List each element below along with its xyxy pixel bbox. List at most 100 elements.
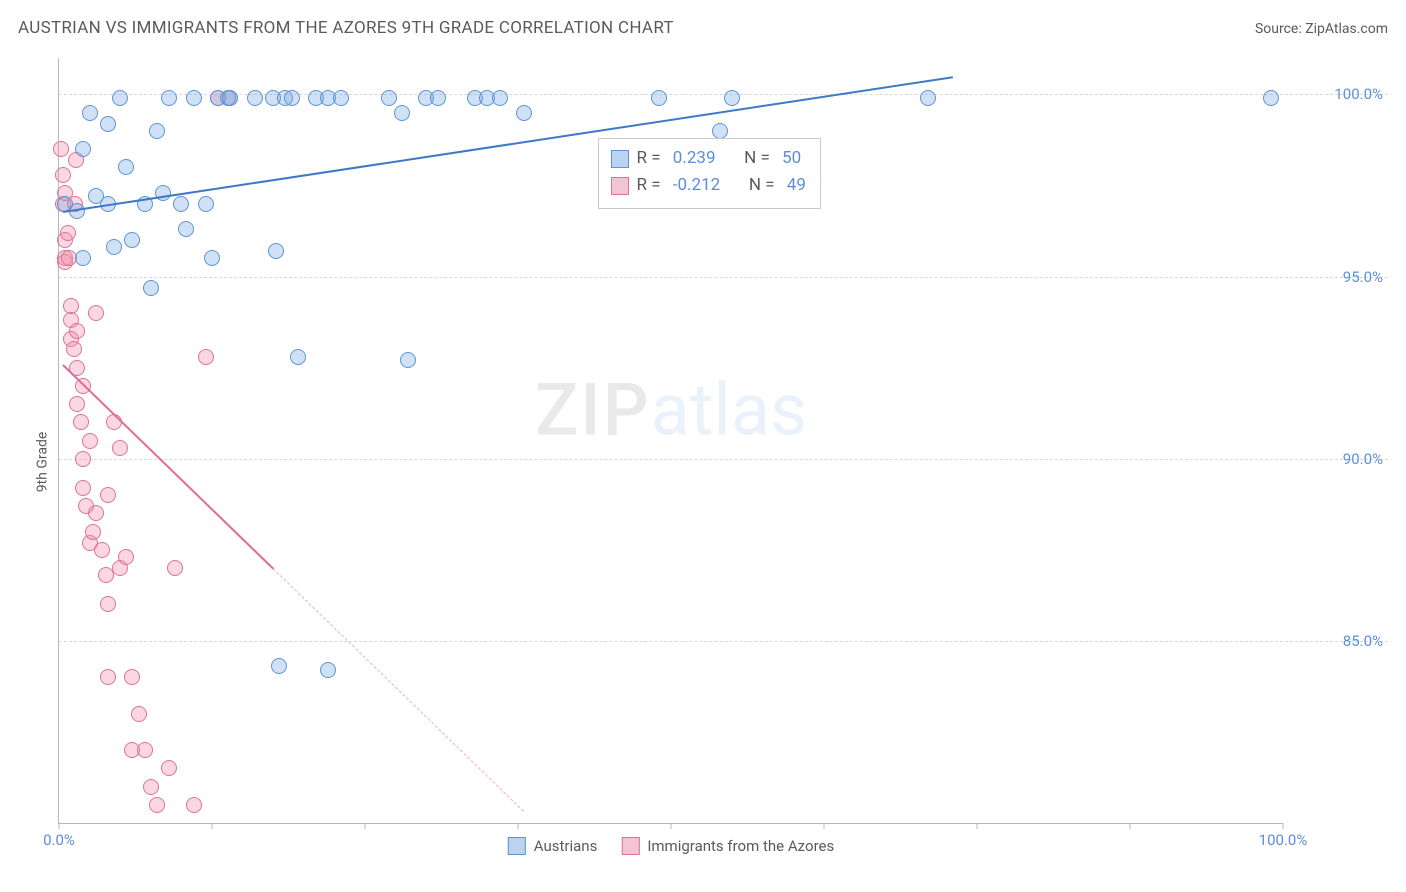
- scatter-point-austrians: [75, 250, 91, 266]
- scatter-point-austrians: [124, 232, 140, 248]
- scatter-point-austrians: [724, 90, 740, 106]
- scatter-point-austrians: [492, 90, 508, 106]
- scatter-point-austrians: [75, 141, 91, 157]
- legend: Austrians Immigrants from the Azores: [508, 837, 834, 855]
- n-label: N =: [749, 172, 775, 199]
- stats-box: R = 0.239 N = 50R = -0.212 N = 49: [598, 138, 821, 208]
- y-axis-label: 9th Grade: [34, 432, 50, 493]
- scatter-point-austrians: [161, 90, 177, 106]
- x-tick-mark: [59, 823, 60, 829]
- scatter-point-austrians: [430, 90, 446, 106]
- scatter-point-austrians: [271, 658, 287, 674]
- r-value: -0.212: [669, 172, 721, 199]
- scatter-point-azores: [55, 167, 71, 183]
- scatter-point-austrians: [290, 349, 306, 365]
- scatter-point-azores: [118, 549, 134, 565]
- scatter-point-austrians: [186, 90, 202, 106]
- scatter-point-austrians: [333, 90, 349, 106]
- r-label: R =: [637, 172, 661, 199]
- x-tick-mark: [518, 823, 519, 829]
- r-label: R =: [637, 145, 661, 172]
- x-tick-mark: [824, 823, 825, 829]
- chart-title: AUSTRIAN VS IMMIGRANTS FROM THE AZORES 9…: [18, 18, 674, 38]
- legend-label: Immigrants from the Azores: [647, 837, 834, 855]
- x-tick-mark: [977, 823, 978, 829]
- y-tick-label: 90.0%: [1293, 450, 1383, 468]
- x-tick-label: 100.0%: [1259, 831, 1308, 849]
- scatter-point-azores: [61, 250, 77, 266]
- plot-area: ZIPatlas Austrians Immigrants from the A…: [58, 58, 1283, 824]
- x-tick-mark: [1283, 823, 1284, 829]
- legend-swatch-icon: [508, 837, 526, 855]
- scatter-point-azores: [186, 797, 202, 813]
- watermark-part1: ZIP: [535, 367, 651, 452]
- y-tick-label: 85.0%: [1293, 632, 1383, 650]
- scatter-point-austrians: [82, 105, 98, 121]
- scatter-point-azores: [100, 596, 116, 612]
- scatter-point-austrians: [100, 116, 116, 132]
- scatter-point-azores: [88, 305, 104, 321]
- watermark: ZIPatlas: [535, 367, 807, 452]
- scatter-point-azores: [100, 487, 116, 503]
- scatter-point-austrians: [222, 90, 238, 106]
- scatter-point-austrians: [198, 196, 214, 212]
- chart-area: 9th Grade ZIPatlas Austrians Immigrants …: [18, 50, 1388, 874]
- scatter-point-azores: [66, 341, 82, 357]
- scatter-point-azores: [131, 706, 147, 722]
- n-value: 49: [783, 172, 806, 199]
- scatter-point-austrians: [381, 90, 397, 106]
- gridline-h: [59, 459, 1388, 460]
- scatter-point-austrians: [400, 352, 416, 368]
- scatter-point-austrians: [516, 105, 532, 121]
- legend-swatch-icon: [621, 837, 639, 855]
- scatter-point-azores: [149, 797, 165, 813]
- n-label: N =: [744, 145, 770, 172]
- scatter-point-azores: [88, 505, 104, 521]
- scatter-point-azores: [124, 669, 140, 685]
- scatter-point-austrians: [394, 105, 410, 121]
- scatter-point-austrians: [651, 90, 667, 106]
- scatter-point-austrians: [204, 250, 220, 266]
- scatter-point-austrians: [247, 90, 263, 106]
- scatter-point-azores: [63, 298, 79, 314]
- scatter-point-austrians: [112, 90, 128, 106]
- stat-row-austrians: R = 0.239 N = 50: [611, 145, 806, 172]
- watermark-part2: atlas: [651, 367, 808, 452]
- scatter-point-azores: [161, 760, 177, 776]
- scatter-point-azores: [75, 480, 91, 496]
- scatter-point-austrians: [320, 662, 336, 678]
- scatter-point-austrians: [173, 196, 189, 212]
- r-value: 0.239: [669, 145, 716, 172]
- stat-swatch-icon: [611, 177, 629, 195]
- scatter-point-azores: [53, 141, 69, 157]
- stat-row-azores: R = -0.212 N = 49: [611, 172, 806, 199]
- legend-item-azores: Immigrants from the Azores: [621, 837, 834, 855]
- scatter-point-austrians: [1263, 90, 1279, 106]
- scatter-point-azores: [94, 542, 110, 558]
- n-value: 50: [778, 145, 801, 172]
- scatter-point-azores: [112, 440, 128, 456]
- x-tick-label: 0.0%: [43, 831, 75, 849]
- scatter-point-austrians: [268, 243, 284, 259]
- scatter-point-azores: [143, 779, 159, 795]
- scatter-point-azores: [73, 414, 89, 430]
- gridline-h: [59, 641, 1388, 642]
- scatter-point-azores: [85, 524, 101, 540]
- gridline-h: [59, 277, 1388, 278]
- chart-source: Source: ZipAtlas.com: [1255, 21, 1388, 37]
- scatter-point-azores: [75, 451, 91, 467]
- legend-label: Austrians: [534, 837, 598, 855]
- scatter-point-azores: [167, 560, 183, 576]
- x-tick-mark: [671, 823, 672, 829]
- scatter-point-austrians: [106, 239, 122, 255]
- scatter-point-azores: [69, 323, 85, 339]
- scatter-point-austrians: [118, 159, 134, 175]
- y-tick-label: 95.0%: [1293, 268, 1383, 286]
- x-tick-mark: [365, 823, 366, 829]
- scatter-point-azores: [82, 433, 98, 449]
- x-tick-mark: [1130, 823, 1131, 829]
- scatter-point-azores: [100, 669, 116, 685]
- trendline-azores-extrapolated: [273, 568, 525, 812]
- scatter-point-azores: [69, 396, 85, 412]
- scatter-point-azores: [198, 349, 214, 365]
